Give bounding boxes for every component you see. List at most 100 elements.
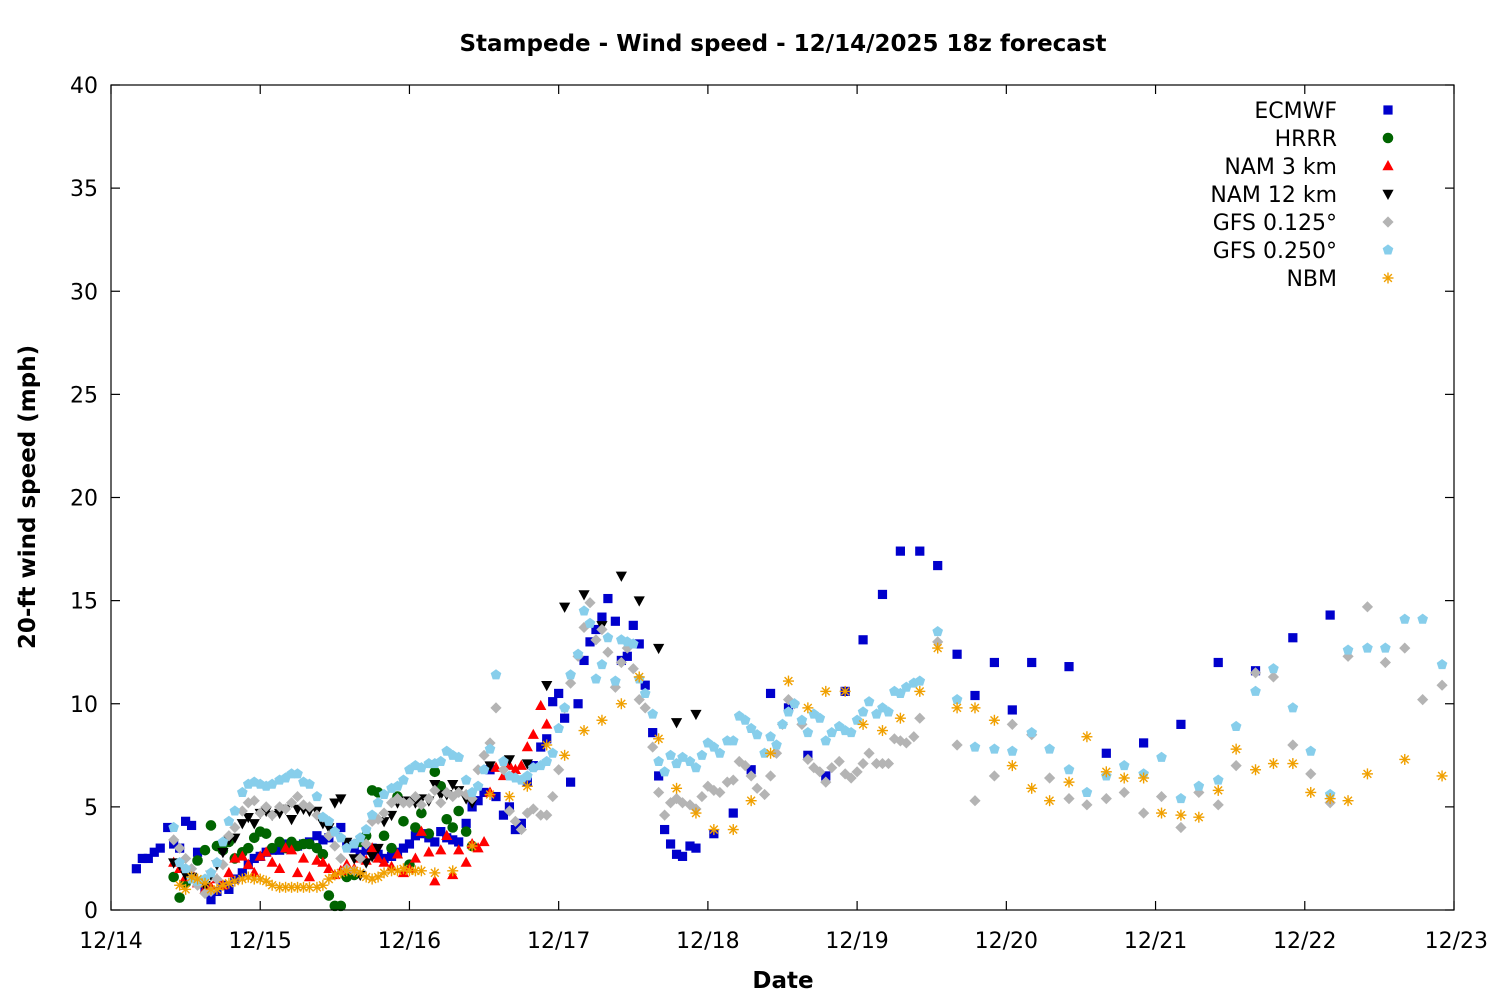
data-point bbox=[1342, 795, 1354, 807]
series-gfs-0-250- bbox=[168, 605, 1448, 886]
data-point bbox=[386, 851, 397, 861]
data-point bbox=[691, 843, 701, 853]
data-point bbox=[870, 757, 883, 770]
data-point bbox=[727, 824, 739, 836]
legend-entry: GFS 0.250° bbox=[1213, 239, 1394, 264]
data-point bbox=[714, 786, 726, 799]
data-point bbox=[335, 794, 347, 805]
data-point bbox=[1287, 702, 1299, 713]
data-point bbox=[696, 749, 708, 760]
data-point bbox=[484, 737, 496, 749]
data-point bbox=[746, 765, 756, 775]
data-point bbox=[541, 809, 553, 821]
data-point bbox=[266, 842, 278, 854]
data-point bbox=[952, 649, 962, 659]
data-point bbox=[1081, 799, 1093, 811]
data-point bbox=[461, 818, 471, 828]
data-point bbox=[192, 855, 203, 866]
data-point bbox=[1175, 793, 1187, 804]
data-point bbox=[1118, 760, 1130, 771]
data-point bbox=[423, 828, 435, 839]
data-point bbox=[1288, 633, 1298, 643]
data-point bbox=[602, 646, 614, 658]
data-point bbox=[1155, 790, 1168, 803]
data-point bbox=[260, 828, 272, 839]
series-hrrr bbox=[168, 766, 478, 912]
data-point bbox=[596, 714, 608, 726]
data-point bbox=[765, 688, 776, 699]
legend-label: NBM bbox=[1286, 267, 1337, 292]
data-point bbox=[498, 810, 509, 820]
data-point bbox=[579, 655, 589, 666]
data-point bbox=[932, 642, 944, 654]
data-point bbox=[696, 790, 708, 803]
data-point bbox=[323, 862, 335, 873]
data-point bbox=[648, 728, 658, 738]
data-point bbox=[821, 771, 831, 781]
data-point bbox=[622, 651, 632, 661]
legend-marker bbox=[1382, 216, 1394, 228]
data-point bbox=[478, 764, 490, 775]
data-point bbox=[285, 797, 298, 809]
data-point bbox=[1267, 758, 1279, 770]
data-point bbox=[429, 875, 441, 886]
legend-entry: ECMWF bbox=[1254, 99, 1393, 124]
data-point bbox=[304, 778, 315, 789]
data-point bbox=[771, 739, 782, 750]
data-point bbox=[745, 795, 757, 807]
data-point bbox=[205, 820, 217, 831]
data-point bbox=[254, 807, 266, 819]
data-point bbox=[951, 702, 963, 714]
data-point bbox=[542, 734, 552, 744]
data-point bbox=[900, 737, 912, 749]
data-point bbox=[297, 852, 310, 863]
data-point bbox=[765, 747, 777, 759]
data-point bbox=[1138, 807, 1150, 819]
x-tick-label: 12/22 bbox=[1273, 929, 1336, 954]
data-point bbox=[410, 831, 421, 841]
data-point bbox=[478, 835, 490, 847]
data-point bbox=[610, 675, 621, 686]
data-point bbox=[640, 680, 650, 690]
data-point bbox=[292, 768, 303, 779]
plot-area bbox=[131, 546, 1448, 912]
data-point bbox=[659, 766, 670, 777]
legend-label: HRRR bbox=[1275, 127, 1337, 152]
data-point bbox=[217, 848, 229, 859]
data-point bbox=[876, 757, 889, 770]
y-tick-label: 5 bbox=[84, 796, 98, 821]
data-point bbox=[548, 697, 558, 707]
data-point bbox=[969, 702, 981, 714]
data-point bbox=[312, 831, 322, 841]
data-point bbox=[1362, 642, 1373, 653]
legend-marker bbox=[1382, 132, 1394, 144]
data-point bbox=[199, 844, 211, 856]
data-point bbox=[1044, 772, 1056, 784]
data-point bbox=[503, 805, 516, 817]
data-point bbox=[908, 731, 920, 743]
data-point bbox=[498, 755, 509, 767]
data-point bbox=[460, 788, 472, 801]
data-point bbox=[378, 856, 390, 867]
y-tick-label: 40 bbox=[70, 74, 98, 99]
data-point bbox=[560, 713, 570, 723]
data-point bbox=[1212, 799, 1224, 811]
data-point bbox=[329, 869, 341, 881]
data-point bbox=[664, 797, 677, 809]
data-point bbox=[541, 718, 553, 729]
data-point bbox=[932, 625, 944, 637]
x-tick-label: 12/23 bbox=[1425, 929, 1488, 954]
data-point bbox=[274, 862, 286, 873]
data-point bbox=[260, 846, 272, 857]
data-point bbox=[398, 843, 409, 853]
x-tick-label: 12/18 bbox=[676, 929, 739, 954]
data-point bbox=[1044, 795, 1056, 807]
data-point bbox=[933, 560, 943, 571]
y-tick-label: 15 bbox=[70, 590, 98, 615]
data-point bbox=[858, 635, 868, 645]
data-point bbox=[254, 850, 266, 861]
data-point bbox=[951, 694, 963, 705]
data-point bbox=[503, 755, 516, 766]
data-point bbox=[423, 793, 435, 805]
data-point bbox=[639, 702, 651, 714]
